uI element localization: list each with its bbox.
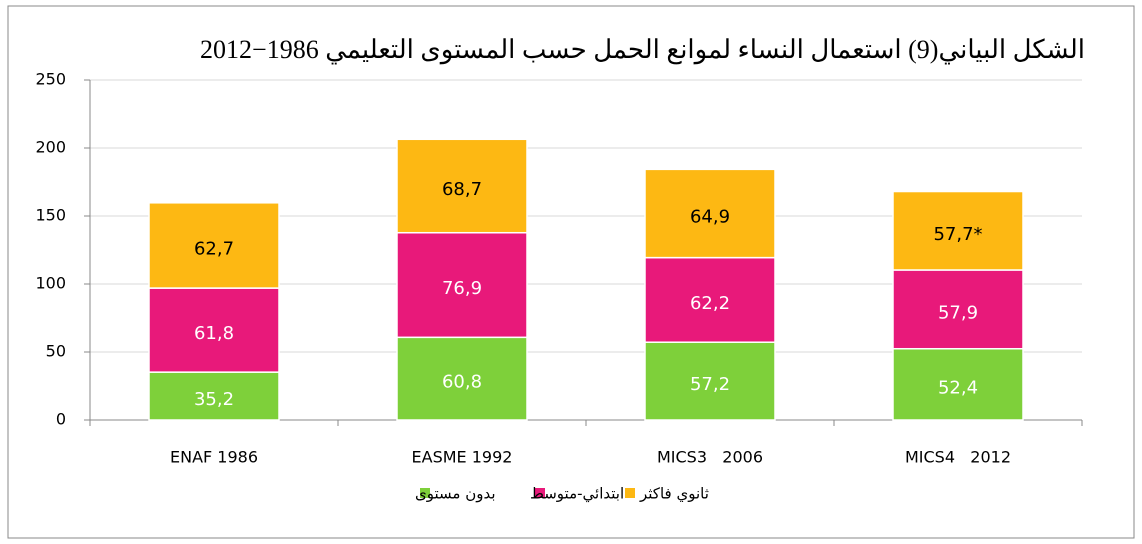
legend-label: ابتدائي-متوسط	[530, 485, 624, 504]
x-tick-label: MICS4 2012	[905, 448, 1011, 467]
bar-segment	[892, 269, 1024, 350]
bar-segment	[644, 341, 776, 421]
legend-swatch	[535, 488, 545, 498]
bar-segment	[892, 347, 1024, 421]
bar-segment	[644, 256, 776, 343]
bar-segment	[396, 336, 528, 421]
legend-label: بدون مستوى	[415, 485, 496, 503]
y-tick-label: 0	[56, 410, 66, 429]
data-label: 57,2	[690, 374, 730, 395]
data-label: 61,8	[194, 323, 234, 344]
chart-title: الشكل البياني(9) استعمال النساء لموانع ا…	[200, 35, 1085, 65]
x-tick-label: MICS3 2006	[657, 448, 763, 467]
legend-label: ثانوي فاكثر	[639, 485, 709, 504]
y-tick-label: 100	[35, 274, 66, 293]
data-label: 68,7	[442, 179, 482, 200]
bar-segment	[396, 138, 528, 234]
x-tick-label: ENAF 1986	[170, 448, 258, 467]
data-label: 60,8	[442, 372, 482, 393]
y-tick-label: 150	[35, 206, 66, 225]
data-label: 64,9	[690, 206, 730, 227]
bar-segment	[644, 168, 776, 259]
data-label: 35,2	[194, 389, 234, 410]
y-tick-label: 200	[35, 138, 66, 157]
data-label: 76,9	[442, 278, 482, 299]
y-tick-label: 250	[35, 70, 66, 89]
bar-segment	[396, 231, 528, 339]
data-label: 52,4	[938, 377, 978, 398]
y-tick-label: 50	[46, 342, 66, 361]
x-tick-label: EASME 1992	[412, 448, 513, 467]
bar-segment	[148, 371, 280, 421]
bar-segment	[148, 202, 280, 289]
legend-swatch	[625, 488, 635, 498]
data-label: 62,2	[690, 293, 730, 314]
bar-segment	[892, 190, 1024, 271]
data-label: 57,9	[938, 302, 978, 323]
legend-swatch	[420, 488, 430, 498]
data-label: 62,7	[194, 238, 234, 259]
bar-segment	[148, 287, 280, 373]
data-label: 57,7*	[933, 224, 982, 245]
